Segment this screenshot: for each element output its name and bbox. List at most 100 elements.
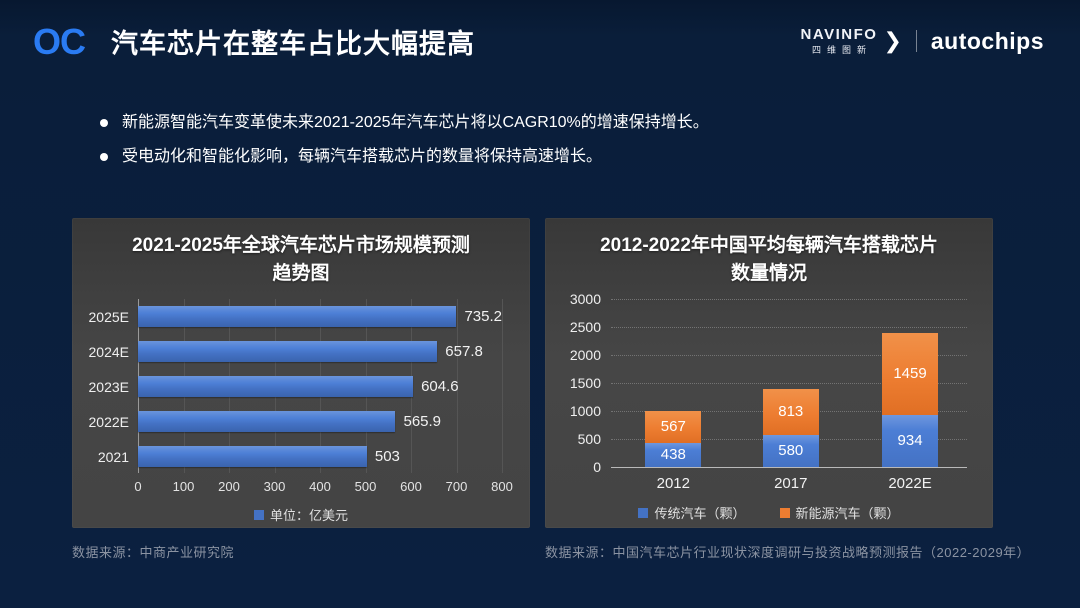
global-market-chart-panel: 2021-2025年全球汽车芯片市场规模预测 趋势图 2025E 735.2 202… [72,218,530,528]
value-label: 604.6 [421,378,459,396]
stacked-chart-wrap: 0 500 1000 1500 2000 2500 3000 567 438 813 580 1459… [559,291,979,522]
chart-title: 2012-2022年中国平均每辆汽车搭载芯片 数量情况 [559,232,979,287]
x-category-label: 2022E [888,475,932,493]
legend-label: 单位：亿美元 [269,508,348,524]
category-label: 2024E [88,343,129,360]
grid-line [611,383,967,385]
value-label: 503 [374,448,400,466]
bar-row: 2024E 657.8 [86,334,502,369]
bar-row: 2023E 604.6 [86,369,502,404]
segment-traditional-2017: 580 [762,434,819,468]
bullet-dot-icon [100,119,108,127]
navinfo-chinese-name: 四维图新 [811,44,872,55]
chevron-right-icon: ❯ [883,28,902,54]
grid-line [611,327,967,329]
brand-logos: NAVINFO 四维图新 ❯ autochips [801,27,1044,55]
bar-2023E [138,376,414,398]
page-title: 汽车芯片在整车占比大幅提高 [111,29,475,59]
segment-value-label: 567 [660,418,686,436]
stacked-bar-2017: 813 580 [762,389,819,468]
y-tick-label: 1500 [569,375,601,392]
chart-title-line2: 数量情况 [730,262,807,284]
segment-traditional-2012: 438 [645,442,702,468]
bar-2024E [138,341,438,363]
bar-row: 2025E 735.2 [86,299,502,334]
y-tick-label: 2000 [569,347,601,364]
stacked-bar-2012: 567 438 [645,410,702,468]
x-category-label: 2012 [656,475,690,493]
navinfo-logo: NAVINFO 四维图新 [801,27,878,55]
bullet-text: 受电动化和智能化影响，每辆汽车搭载芯片的数量将保持高速增长。 [122,148,603,166]
legend-swatch [638,507,649,518]
category-label: 2021 [97,448,129,465]
legend-item: 单位：亿美元 [253,505,348,524]
value-label: 565.9 [403,413,442,431]
global-market-chart-column: 2021-2025年全球汽车芯片市场规模预测 趋势图 2025E 735.2 202… [72,218,530,561]
y-tick-label: 3000 [569,291,601,308]
x-tick-label: 800 [491,479,513,495]
y-tick-label: 2500 [569,319,601,336]
y-tick-label: 0 [593,459,601,476]
grid-line [456,299,458,474]
bar-2025E [138,306,457,328]
x-axis-category-labels: 2012 2017 2022E [611,473,967,495]
bullet-item: 受电动化和智能化影响，每辆汽车搭载芯片的数量将保持高速增长。 [100,146,1020,168]
x-tick-label: 700 [445,479,468,495]
x-tick-label: 0 [134,479,142,495]
segment-nev-2017: 813 [762,389,819,435]
grid-line [611,299,967,301]
category-label: 2023E [88,378,129,395]
y-tick-label: 500 [577,431,601,448]
horizontal-bar-plot: 2025E 735.2 2024E 657.8 2023E 604.6 2022E 565.9… [86,297,516,474]
brand-divider [915,30,917,53]
x-tick-label: 100 [172,479,195,495]
bullet-text: 新能源智能汽车变革使未来2021-2025年汽车芯片将以CAGR10%的增速保持… [122,114,709,131]
legend-swatch [779,507,790,518]
bar-rows: 2025E 735.2 2024E 657.8 2023E 604.6 2022E 565.9… [86,297,516,474]
chips-per-car-chart-panel: 2012-2022年中国平均每辆汽车搭载芯片 数量情况 0 500 1000 1500… [545,218,993,528]
x-tick-label: 400 [309,479,331,495]
legend-item: 新能源汽车（颗） [779,503,900,522]
stacked-bar-plot: 0 500 1000 1500 2000 2500 3000 567 438 813 580 1459… [570,291,967,475]
chart-title-line1: 2021-2025年全球汽车芯片市场规模预测 [132,235,470,256]
legend-item: 传统汽车（颗） [638,503,746,522]
segment-traditional-2022E: 934 [882,414,939,468]
chips-per-car-chart-column: 2012-2022年中国平均每辆汽车搭载芯片 数量情况 0 500 1000 1500… [545,218,1030,561]
chart-title-line1: 2012-2022年中国平均每辆汽车搭载芯片 [600,235,938,256]
grid-line [611,355,967,357]
bar-row: 2022E 565.9 [86,404,502,439]
segment-value-label: 580 [778,442,804,460]
value-label: 735.2 [464,308,502,326]
x-tick-label: 300 [263,479,286,495]
bar-area: 503 [138,446,502,468]
bar-row: 2021 503 [86,439,502,474]
bullet-list: 新能源智能汽车变革使未来2021-2025年汽车芯片将以CAGR10%的增速保持… [100,112,1020,181]
data-source-note: 数据来源：中国汽车芯片行业现状深度调研与投资战略预测报告（2022-2029年） [545,545,1031,560]
bar-area: 735.2 [138,306,502,328]
bullet-dot-icon [100,153,108,162]
category-label: 2025E [88,308,129,325]
segment-nev-2022E: 1459 [882,333,939,415]
x-axis-ticks: 0 100 200 300 400 500 600 700 800 [134,479,512,497]
x-tick-label: 200 [218,479,240,495]
charts-row: 2021-2025年全球汽车芯片市场规模预测 趋势图 2025E 735.2 202… [72,218,1030,561]
chart-title: 2021-2025年全球汽车芯片市场规模预测 趋势图 [86,232,516,287]
chart-legend: 传统汽车（颗） 新能源汽车（颗） [559,503,979,522]
chart-title-line2: 趋势图 [272,262,330,284]
bar-area: 657.8 [138,341,502,363]
chart-legend: 单位：亿美元 [86,505,516,524]
legend-label: 传统汽车（颗） [654,506,746,522]
grid-line [502,299,503,474]
autochips-wordmark: autochips [930,27,1044,54]
legend-swatch [253,509,264,520]
data-source-note: 数据来源：中商产业研究院 [72,545,235,560]
value-label: 657.8 [445,343,483,361]
navinfo-wordmark: NAVINFO [800,26,878,44]
bar-area: 604.6 [138,376,502,398]
x-tick-label: 600 [400,479,422,495]
x-category-label: 2017 [774,475,808,493]
y-tick-label: 1000 [569,403,601,420]
legend-label: 新能源汽车（颗） [795,506,900,522]
segment-value-label: 934 [897,432,923,450]
